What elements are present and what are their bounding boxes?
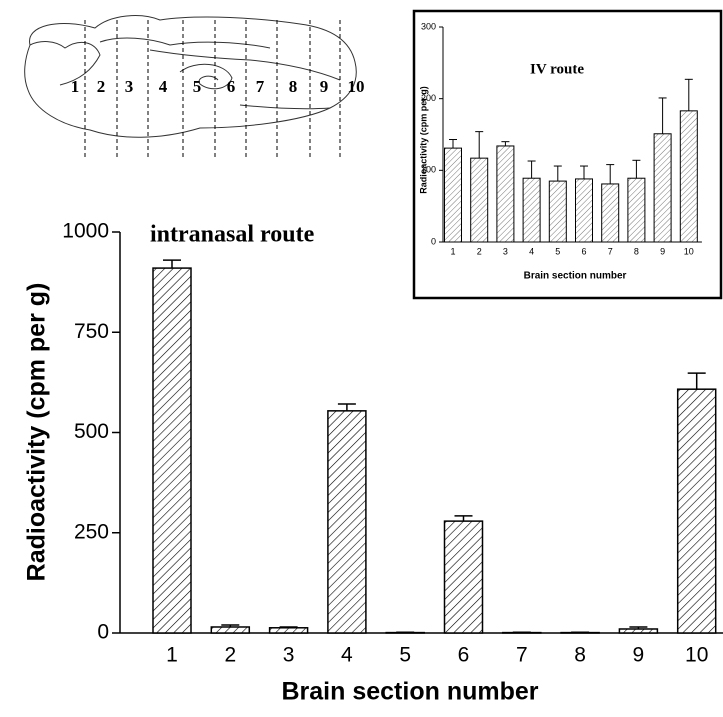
bar — [680, 111, 697, 242]
x-axis-label: Brain section number — [524, 271, 627, 282]
bar — [523, 178, 540, 242]
y-tick-label: 750 — [74, 320, 109, 343]
bar — [445, 521, 483, 633]
y-tick-label: 0 — [431, 236, 436, 246]
section-label: 10 — [348, 77, 365, 96]
y-axis-label: Radioactivity (cpm per g) — [23, 283, 51, 582]
bar — [576, 179, 593, 242]
section-label: 4 — [159, 77, 168, 96]
y-tick-label: 300 — [421, 21, 436, 31]
y-tick-label: 1000 — [62, 220, 109, 243]
x-tick-label: 6 — [581, 246, 586, 256]
x-tick-label: 2 — [224, 644, 236, 667]
bar — [153, 268, 191, 633]
x-tick-label: 4 — [529, 246, 534, 256]
x-tick-label: 7 — [608, 246, 613, 256]
section-label: 7 — [256, 77, 265, 96]
section-label: 2 — [97, 77, 106, 96]
x-tick-label: 3 — [283, 644, 295, 667]
section-label: 9 — [320, 77, 329, 96]
x-tick-label: 10 — [684, 246, 694, 256]
section-label: 3 — [125, 77, 134, 96]
bar — [445, 148, 462, 242]
x-tick-label: 5 — [399, 644, 411, 667]
section-label: 8 — [289, 77, 298, 96]
bar — [628, 178, 645, 242]
bar — [619, 629, 657, 633]
x-tick-label: 8 — [634, 246, 639, 256]
x-tick-label: 4 — [341, 644, 353, 667]
y-tick-label: 0 — [97, 621, 109, 644]
bar — [328, 411, 366, 633]
y-tick-label: 250 — [74, 520, 109, 543]
x-axis-label: Brain section number — [282, 678, 539, 706]
x-tick-label: 7 — [516, 644, 528, 667]
x-tick-label: 6 — [458, 644, 470, 667]
bar — [549, 181, 566, 242]
bar — [497, 146, 514, 242]
x-tick-label: 9 — [633, 644, 645, 667]
bar — [602, 184, 619, 242]
x-tick-label: 1 — [166, 644, 178, 667]
section-label: 1 — [71, 77, 80, 96]
x-tick-label: 3 — [503, 246, 508, 256]
y-axis-label: Radioactivity (cpm per g) — [418, 86, 428, 194]
x-tick-label: 5 — [555, 246, 560, 256]
x-tick-label: 1 — [450, 246, 455, 256]
section-label: 6 — [227, 77, 236, 96]
bar — [471, 158, 488, 242]
y-tick-label: 500 — [74, 420, 109, 443]
section-label: 5 — [193, 77, 202, 96]
x-tick-label: 8 — [574, 644, 586, 667]
x-tick-label: 2 — [477, 246, 482, 256]
bar — [211, 627, 249, 633]
bar — [678, 389, 716, 633]
bar — [270, 628, 308, 633]
x-tick-label: 10 — [685, 644, 708, 667]
bar — [654, 134, 671, 242]
x-tick-label: 9 — [660, 246, 665, 256]
annotation: intranasal route — [150, 222, 315, 248]
annotation: IV route — [530, 61, 584, 77]
